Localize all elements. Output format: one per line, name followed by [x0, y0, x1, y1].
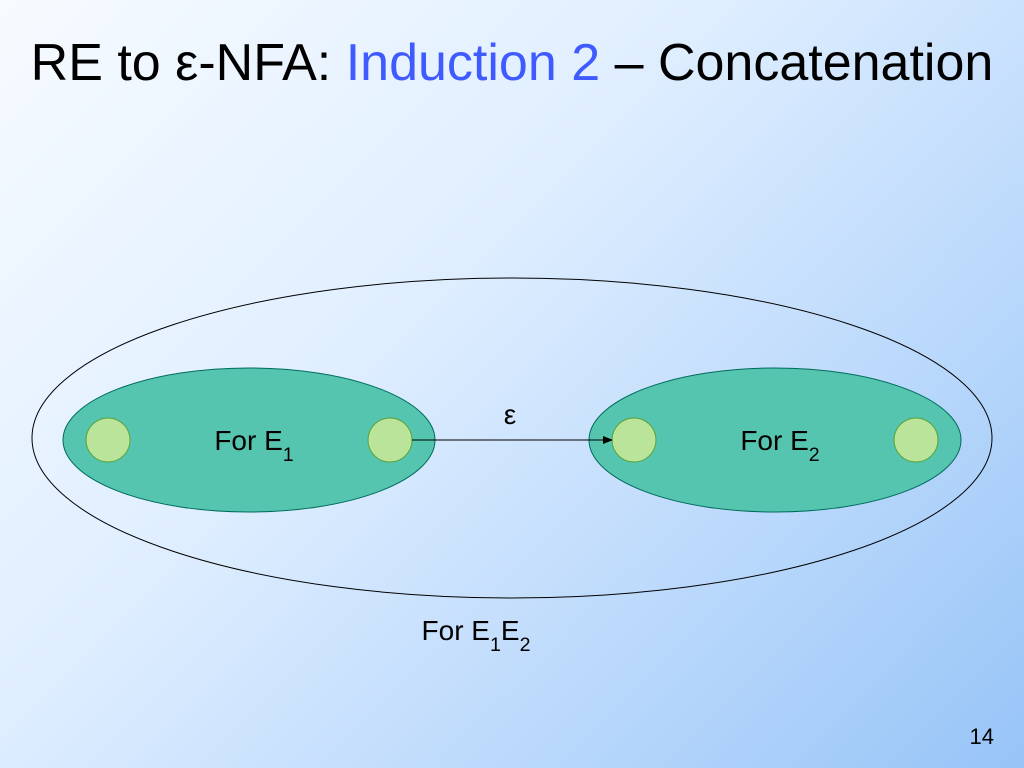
- nfa-diagram: For E1For E2εFor E1E2: [0, 0, 1024, 768]
- state-circle-E1-start: [86, 418, 130, 462]
- state-circle-E2-final: [894, 418, 938, 462]
- page-number: 14: [970, 724, 994, 750]
- slide: RE to ε-NFA: Induction 2 – Concatenation…: [0, 0, 1024, 768]
- outer-ellipse-label: For E1E2: [422, 615, 531, 656]
- state-circle-E2-start: [612, 418, 656, 462]
- state-circle-E1-final: [368, 418, 412, 462]
- epsilon-label: ε: [504, 399, 516, 430]
